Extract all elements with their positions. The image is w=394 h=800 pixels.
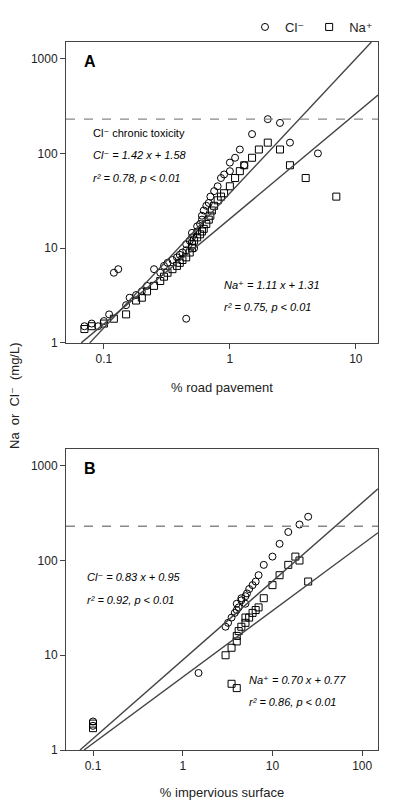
svg-text:r² = 0.92, p < 0.01: r² = 0.92, p < 0.01	[87, 594, 174, 606]
svg-text:% road pavement: % road pavement	[171, 380, 273, 395]
svg-text:Cl⁻ chronic toxicity: Cl⁻ chronic toxicity	[93, 127, 185, 139]
svg-text:10: 10	[349, 352, 363, 366]
svg-text:1: 1	[179, 759, 186, 773]
svg-text:A: A	[84, 53, 96, 70]
svg-text:Na⁺: Na⁺	[349, 20, 372, 35]
svg-text:Cl⁻ = 1.42 x + 1.58: Cl⁻ = 1.42 x + 1.58	[93, 149, 187, 161]
svg-text:1: 1	[51, 336, 58, 350]
svg-text:r² = 0.86, p < 0.01: r² = 0.86, p < 0.01	[249, 696, 336, 708]
svg-text:10: 10	[44, 648, 58, 662]
svg-text:100: 100	[352, 759, 372, 773]
svg-text:10: 10	[44, 241, 58, 255]
svg-text:Na⁺ = 0.70 x + 0.77: Na⁺ = 0.70 x + 0.77	[249, 674, 346, 686]
svg-text:B: B	[84, 460, 96, 477]
svg-text:r² = 0.75, p < 0.01: r² = 0.75, p < 0.01	[224, 301, 311, 313]
svg-text:Na or Cl⁻ (mg/L): Na or Cl⁻ (mg/L)	[7, 342, 22, 449]
svg-text:0.1: 0.1	[96, 352, 113, 366]
svg-text:0.1: 0.1	[85, 759, 102, 773]
svg-text:100: 100	[38, 147, 58, 161]
svg-text:1000: 1000	[31, 459, 58, 473]
svg-text:10: 10	[266, 759, 280, 773]
svg-text:1000: 1000	[31, 52, 58, 66]
svg-text:1: 1	[227, 352, 234, 366]
svg-text:r² = 0.78, p < 0.01: r² = 0.78, p < 0.01	[93, 172, 180, 184]
svg-text:1: 1	[51, 743, 58, 757]
svg-text:% impervious surface: % impervious surface	[160, 785, 284, 800]
svg-text:Cl⁻ = 0.83 x + 0.95: Cl⁻ = 0.83 x + 0.95	[87, 571, 181, 583]
svg-text:Cl⁻: Cl⁻	[285, 20, 304, 35]
svg-text:100: 100	[38, 554, 58, 568]
svg-text:Na⁺ = 1.11 x + 1.31: Na⁺ = 1.11 x + 1.31	[224, 279, 320, 291]
